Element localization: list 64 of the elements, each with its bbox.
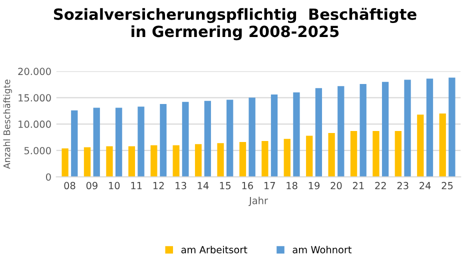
bar (417, 114, 424, 177)
x-tick-label: 19 (308, 182, 320, 190)
bar (382, 82, 389, 177)
bar (248, 98, 256, 177)
bar (284, 138, 290, 177)
bar (350, 130, 358, 177)
bar (448, 78, 456, 177)
bar (204, 100, 211, 177)
bar (106, 146, 113, 177)
bar (439, 114, 446, 177)
legend-label: am Wohnort (292, 246, 352, 254)
x-tick-label: 09 (86, 182, 98, 190)
x-tick-label: 15 (220, 182, 231, 190)
y-tick-label: 15.000 (18, 94, 51, 102)
bar (404, 80, 411, 177)
x-axis-title: Jahr (248, 196, 268, 206)
bar (128, 146, 136, 177)
y-tick-label: 10.000 (18, 120, 51, 128)
bar (194, 144, 202, 177)
bar (394, 130, 402, 177)
bar (71, 110, 78, 177)
chart-title: Sozialversicherungspflichtig Beschäftigte in Germering 2008-2025 (54, 8, 416, 40)
bar (426, 78, 434, 177)
x-tick-label: 21 (352, 182, 364, 190)
x-tick-label: 18 (286, 182, 298, 190)
bar (84, 147, 91, 177)
x-tick-label: 25 (442, 182, 453, 190)
bar (293, 92, 300, 177)
bar (62, 148, 68, 177)
bar (315, 88, 322, 177)
y-axis-title: Anzahl Beschäftigte (3, 80, 12, 169)
x-tick-label: 08 (64, 182, 76, 190)
x-tick-label: 14 (198, 182, 209, 190)
x-tick-label: 17 (264, 182, 275, 190)
x-tick-label: 24 (420, 182, 431, 190)
y-tick-label: 5.000 (24, 146, 51, 154)
bar (239, 142, 246, 177)
x-tick-label: 10 (109, 182, 120, 190)
bar (138, 106, 144, 177)
x-tick-label: 11 (131, 182, 142, 190)
bar (226, 100, 234, 177)
bar (372, 130, 380, 177)
bar (150, 145, 158, 177)
bar (360, 84, 366, 177)
y-tick-label: 0 (46, 173, 51, 181)
x-tick-label: 12 (153, 182, 164, 190)
bar (172, 145, 180, 177)
bar (115, 108, 122, 177)
x-tick-label: 20 (330, 182, 342, 190)
bar (262, 140, 268, 177)
bar (306, 136, 313, 177)
bar (160, 104, 167, 177)
bar (328, 133, 335, 177)
x-tick-label: 16 (242, 182, 253, 190)
x-tick-label: 13 (176, 182, 186, 190)
y-tick-label: 20.000 (18, 68, 51, 76)
bar (338, 86, 344, 177)
bar (217, 143, 224, 177)
bar (93, 108, 100, 177)
legend-label: am Arbeitsort (181, 246, 248, 254)
bar (270, 94, 278, 177)
x-tick-label: 22 (375, 182, 386, 190)
bar (182, 102, 189, 177)
x-tick-label: 23 (397, 182, 408, 190)
